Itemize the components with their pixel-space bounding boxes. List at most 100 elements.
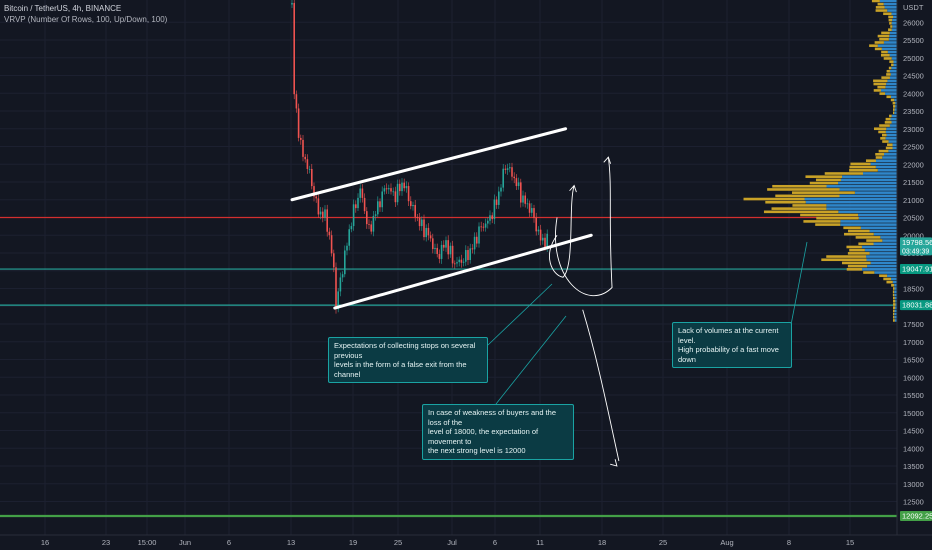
candle-body [361, 188, 364, 198]
volume-bar-up [889, 124, 897, 127]
candle-body [509, 167, 511, 169]
candle-body [308, 168, 311, 170]
annotation-line: In case of weakness of buyers and the lo… [428, 408, 556, 427]
volume-bar-down [844, 232, 874, 236]
candle-body [385, 188, 388, 190]
candle-body [469, 248, 471, 260]
price-tick-label: 26000 [903, 18, 924, 27]
candle-body [443, 244, 445, 248]
symbol-title: Bitcoin / TetherUS, 4h, BINANCE [4, 4, 122, 13]
volume-bar-down [809, 181, 839, 185]
price-tick-label: 17500 [903, 320, 924, 329]
price-tick-label: 17000 [903, 338, 924, 347]
volume-bar-down [880, 137, 886, 140]
volume-bar-down [875, 9, 888, 12]
candle-body [539, 229, 542, 241]
volume-bar-up [893, 15, 897, 19]
annotation-loss-18000[interactable]: In case of weakness of buyers and the lo… [422, 404, 574, 460]
volume-bar-down [879, 124, 890, 127]
price-tick-label: 13500 [903, 462, 924, 471]
volume-bar-up [860, 226, 897, 230]
volume-bar-down [889, 60, 894, 63]
annotation-low-volume[interactable]: Lack of volumes at the current level. Hi… [672, 322, 792, 368]
annotation-line: levels in the form of a false exit from … [334, 360, 467, 379]
candle-body [355, 204, 357, 209]
volume-bar-up [869, 229, 897, 233]
volume-bar-down [878, 149, 889, 153]
volume-bar-up [889, 69, 897, 73]
volume-bar-down [875, 156, 883, 159]
volume-bar-up [894, 111, 897, 115]
candle-body [339, 277, 342, 292]
volume-bar-down [893, 299, 896, 303]
volume-bar-up [888, 149, 897, 153]
volume-bar-up [894, 287, 897, 290]
volume-bar-up [890, 73, 897, 76]
channel-drawings [290, 127, 808, 467]
volume-bar-down [893, 319, 895, 322]
candle-body [377, 201, 379, 215]
annotation-line: the next strong level is 12000 [428, 446, 526, 455]
candle-body [491, 215, 493, 220]
candle-body [372, 215, 375, 232]
candle-body [302, 139, 304, 157]
volume-bar-up [866, 255, 897, 258]
volume-bar-up [895, 303, 897, 306]
volume-bar-up [895, 306, 897, 309]
volume-bar-down [846, 245, 862, 249]
volume-bar-up [874, 271, 897, 274]
candle-body [533, 208, 535, 218]
volume-bar-up [840, 178, 897, 182]
volume-bar-down [800, 213, 859, 217]
price-label-box [900, 237, 932, 256]
price-label-value: 18031.88 [902, 301, 932, 310]
volume-bar-down [849, 165, 876, 169]
candle-body [405, 186, 408, 189]
candle-body [467, 250, 469, 260]
candle-body [319, 211, 322, 215]
volume-bar-down [882, 140, 889, 143]
volume-bar-up [884, 6, 897, 9]
candle-body [313, 186, 315, 197]
time-tick-label: 18 [598, 538, 606, 547]
candle-body [480, 226, 482, 228]
price-tick-label: 13000 [903, 480, 924, 489]
candle-body [487, 220, 489, 224]
volume-bar-up [880, 89, 897, 92]
volume-bar-down [869, 44, 878, 47]
volume-bar-down [873, 79, 888, 83]
volume-bar-down [871, 0, 880, 3]
candle-body [495, 199, 498, 205]
price-tick-label: 15000 [903, 409, 924, 418]
volume-bar-down [889, 114, 892, 118]
candle-body [374, 214, 377, 216]
volume-bar-down [884, 121, 892, 124]
volume-bar-up [886, 133, 897, 137]
volume-bar-down [893, 111, 895, 115]
volume-bar-up [804, 197, 897, 201]
volume-bar-down [875, 6, 885, 9]
volume-bar-down [883, 277, 892, 281]
candle-body [489, 215, 491, 221]
time-tick-label: 13 [287, 538, 295, 547]
candle-body [429, 235, 432, 239]
channel-lower-line [333, 233, 593, 310]
volume-bar-up [892, 25, 897, 28]
volume-bar-up [862, 268, 897, 271]
arrow-head [569, 184, 577, 193]
candle-body [412, 204, 414, 207]
candle-body [458, 259, 460, 263]
volume-bar-down [886, 95, 891, 99]
candle-body [357, 197, 359, 209]
time-tick-label: Aug [720, 538, 733, 547]
volume-bar-down [893, 296, 895, 300]
candle-body [436, 247, 438, 254]
volume-bar-down [880, 53, 890, 57]
volume-bar-down [893, 306, 896, 309]
volume-bar-up [887, 9, 897, 12]
volume-bar-down [892, 101, 896, 105]
candle-body [293, 2, 295, 95]
candle-body [300, 137, 302, 140]
annotation-false-exit[interactable]: Expectations of collecting stops on seve… [328, 337, 488, 383]
